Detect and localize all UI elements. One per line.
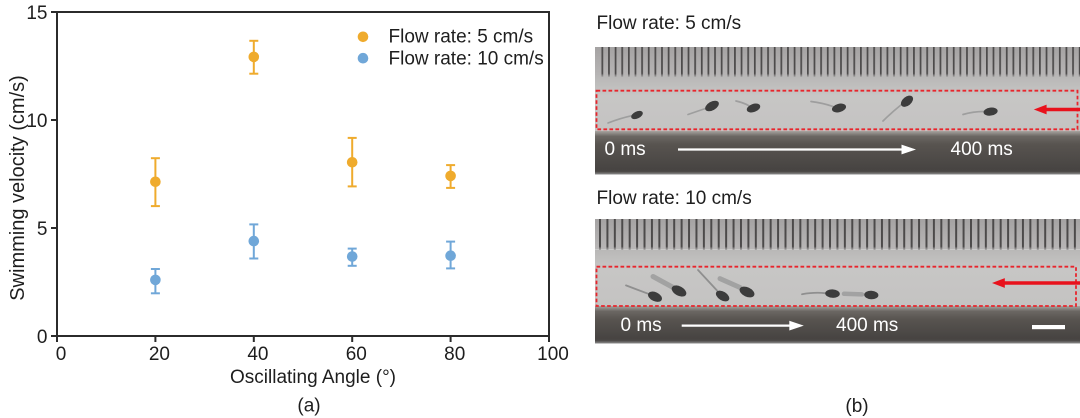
svg-text:20: 20 (149, 344, 170, 365)
svg-text:Flow rate: 10 cm/s: Flow rate: 10 cm/s (389, 48, 544, 69)
svg-text:100: 100 (537, 344, 569, 365)
svg-text:400 ms: 400 ms (836, 315, 898, 336)
svg-text:400 ms: 400 ms (951, 139, 1013, 160)
svg-text:80: 80 (444, 344, 465, 365)
svg-text:5: 5 (37, 219, 48, 240)
svg-text:0 ms: 0 ms (605, 139, 646, 160)
svg-text:0: 0 (56, 344, 67, 365)
svg-text:Flow rate: 5 cm/s: Flow rate: 5 cm/s (389, 27, 534, 48)
svg-text:40: 40 (247, 344, 268, 365)
svg-text:60: 60 (346, 344, 367, 365)
svg-text:Swimming velocity (cm/s): Swimming velocity (cm/s) (7, 75, 29, 301)
svg-text:(a): (a) (297, 396, 320, 417)
svg-text:0: 0 (37, 327, 48, 348)
svg-text:Oscillating Angle (°): Oscillating Angle (°) (230, 367, 396, 388)
svg-text:0 ms: 0 ms (621, 315, 662, 336)
svg-text:(b): (b) (845, 396, 868, 417)
svg-text:15: 15 (26, 3, 47, 24)
svg-text:10: 10 (26, 111, 47, 132)
